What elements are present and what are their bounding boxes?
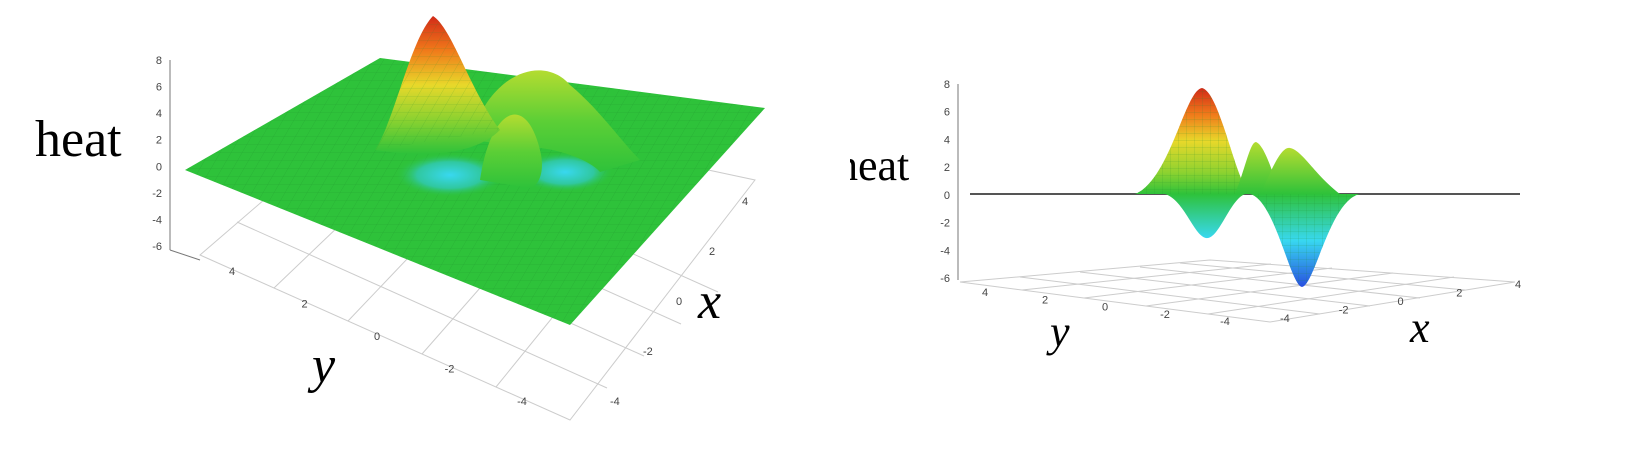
- z-tick-label: -6: [940, 273, 950, 285]
- y-tick-label: 4: [982, 287, 988, 299]
- z-tick-label: 6: [156, 82, 162, 94]
- y-tick-label: 2: [301, 299, 307, 311]
- y-tick-label: -4: [1220, 316, 1230, 328]
- x-tick-label: -4: [1280, 313, 1290, 325]
- z-tick-label: 0: [156, 161, 162, 173]
- z-axis: 8 6 4 2 0 -2 -4 -6: [940, 79, 959, 285]
- surface-plot-elevated: 8 6 4 2 0 -2 -4 -6 4 2 0 -2 -4 4 2 0 -2 -4 heat y x: [35, 16, 765, 421]
- z-axis: 8 6 4 2 0 -2 -4 -6: [152, 55, 201, 261]
- x-axis-ticks: 4 2 0 -2 -4: [610, 196, 748, 408]
- surface-dip-1: [395, 153, 505, 197]
- surface-peak-2: [470, 70, 640, 172]
- surface-peak-3: [1260, 147, 1340, 194]
- x-axis-label: x: [1409, 303, 1430, 352]
- y-axis-ticks: 4 2 0 -2 -4: [982, 287, 1230, 328]
- x-tick-label: 2: [709, 246, 715, 258]
- z-tick-label: 4: [156, 108, 162, 120]
- z-tick-label: 2: [944, 162, 950, 174]
- z-tick-label: 0: [944, 190, 950, 202]
- z-tick-label: 8: [944, 79, 950, 91]
- z-tick-label: -4: [940, 245, 950, 257]
- z-tick-label: 8: [156, 55, 162, 67]
- floor-grid: [959, 259, 1516, 323]
- chart-panel-elevated: 8 6 4 2 0 -2 -4 -6 4 2 0 -2 -4 4 2 0 -2 -4 heat y x: [35, 16, 765, 421]
- x-tick-label: 2: [1456, 288, 1462, 300]
- x-tick-label: -4: [610, 396, 620, 408]
- z-axis-label: heat: [850, 141, 909, 190]
- x-tick-label: -2: [643, 346, 653, 358]
- y-axis-label: y: [1046, 307, 1070, 356]
- z-tick-label: -6: [152, 241, 162, 253]
- z-tick-label: -2: [152, 188, 162, 200]
- x-tick-label: 4: [1515, 279, 1521, 291]
- y-tick-label: 0: [374, 331, 380, 343]
- z-tick-label: 4: [944, 134, 950, 146]
- x-tick-label: -2: [1339, 305, 1349, 317]
- x-tick-label: 4: [742, 196, 748, 208]
- surface-dip-1: [1165, 194, 1245, 239]
- x-axis-ticks: -4 -2 0 2 4: [1280, 279, 1521, 325]
- y-tick-label: 4: [229, 266, 235, 278]
- y-axis-ticks: 4 2 0 -2 -4: [229, 266, 527, 408]
- y-tick-label: 0: [1102, 302, 1108, 314]
- z-tick-label: -4: [152, 214, 162, 226]
- z-tick-label: 6: [944, 107, 950, 119]
- z-tick-label: 2: [156, 135, 162, 147]
- y-tick-label: -2: [445, 364, 455, 376]
- x-tick-label: 0: [676, 296, 682, 308]
- x-axis-label: x: [697, 273, 721, 330]
- surface-plot-side: 8 6 4 2 0 -2 -4 -6 -4 -2 0 2 4 4 2 0 -2 -4 heat y x: [850, 79, 1521, 356]
- z-axis-label: heat: [35, 111, 122, 168]
- chart-panel-side: 8 6 4 2 0 -2 -4 -6 -4 -2 0 2 4 4 2 0 -2 -4 heat y x: [850, 0, 1634, 454]
- y-tick-label: 2: [1042, 294, 1048, 306]
- y-axis-label: y: [307, 337, 336, 394]
- x-tick-label: 0: [1398, 296, 1404, 308]
- z-tick-label: -2: [940, 218, 950, 230]
- y-tick-label: -4: [517, 396, 527, 408]
- y-tick-label: -2: [1160, 309, 1170, 321]
